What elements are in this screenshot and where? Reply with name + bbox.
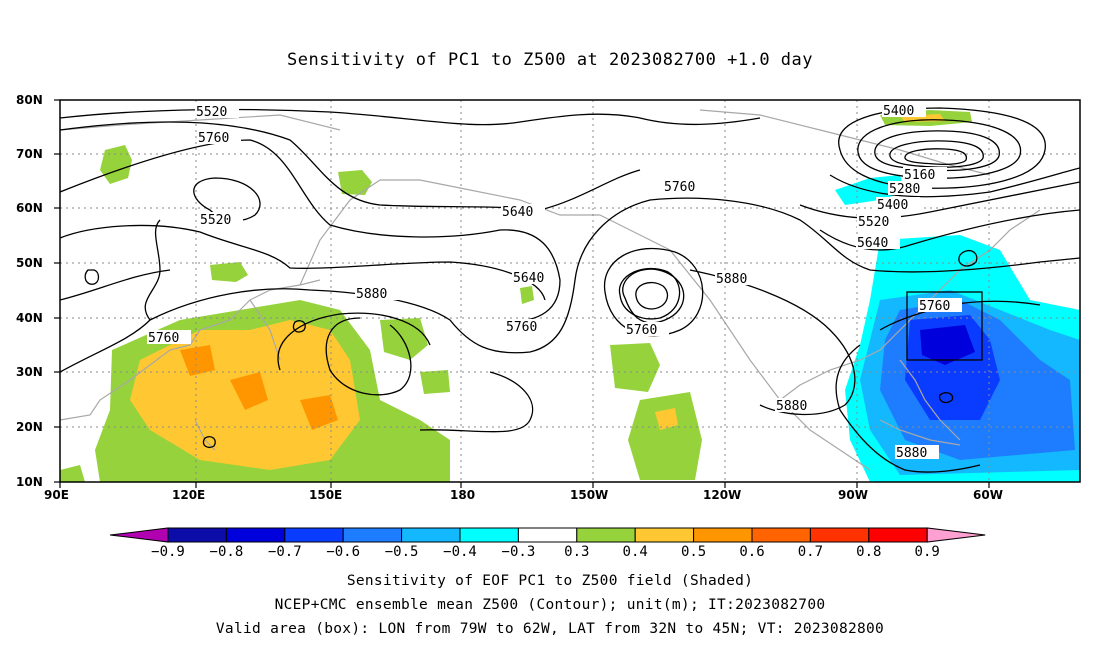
- contour-label: 5520: [196, 105, 227, 120]
- lon-tick-label: 60W: [973, 488, 1003, 502]
- contour-label: 5760: [626, 323, 657, 338]
- lat-tick-label: 80N: [16, 93, 43, 107]
- colorbar-tick-label: −0.9: [151, 544, 185, 560]
- colorbar-segment: [459, 527, 519, 543]
- contour-label: 5520: [858, 215, 889, 230]
- graticule: [60, 100, 1080, 482]
- caption-shading: Sensitivity of EOF PC1 to Z500 field (Sh…: [346, 573, 754, 589]
- caption-contour: NCEP+CMC ensemble mean Z500 (Contour); u…: [274, 597, 826, 613]
- colorbar-low-triangle: [109, 527, 169, 543]
- lat-tick-label: 10N: [16, 475, 43, 489]
- map-title: Sensitivity of PC1 to Z500 at 2023082700…: [286, 50, 813, 70]
- contour-label: 5640: [513, 271, 544, 286]
- negative-sensitivity-shading: [835, 175, 1080, 482]
- positive-sensitivity-shading: [60, 110, 972, 482]
- lon-tick-label: 90W: [838, 488, 868, 502]
- contour-label: 5880: [896, 446, 927, 461]
- contour-label: 5160: [904, 168, 935, 183]
- contour-label: 5400: [877, 198, 908, 213]
- colorbar-tick-label: 0.3: [564, 544, 589, 560]
- colorbar-segment: [401, 527, 461, 543]
- colorbar-tick-label: 0.8: [856, 544, 881, 560]
- colorbar-segment: [342, 527, 403, 543]
- colorbar-segment: [634, 527, 695, 543]
- colorbar-tick-label: −0.7: [268, 544, 302, 560]
- contour-label: 5760: [919, 299, 950, 314]
- caption-valid-area: Valid area (box): LON from 79W to 62W, L…: [215, 621, 885, 637]
- contour-label: 5640: [502, 205, 533, 220]
- colorbar-tick-label: 0.4: [623, 544, 648, 560]
- contour-label: 5400: [883, 104, 914, 119]
- contour-label: 5760: [148, 331, 179, 346]
- coastlines: [60, 109, 1041, 471]
- colorbar-tick-label: −0.6: [326, 544, 360, 560]
- colorbar-segment: [868, 527, 928, 543]
- lon-tick-label: 180: [450, 488, 475, 502]
- valid-area-box: [906, 291, 983, 361]
- colorbar-high-triangle: [926, 527, 986, 543]
- colorbar-segment: [517, 527, 578, 543]
- colorbar-tick-label: −0.3: [502, 544, 536, 560]
- contour-label: 5880: [716, 272, 747, 287]
- lon-tick-label: 150E: [309, 488, 342, 502]
- map-frame: [59, 99, 1081, 483]
- contour-label: 5640: [857, 236, 888, 251]
- longitude-labels: 90E 120E 150E 180 150W 120W 90W 60W: [44, 488, 1003, 502]
- lon-tick-label: 90E: [44, 488, 69, 502]
- contour-label: 5280: [889, 182, 920, 197]
- colorbar-segment: [576, 527, 636, 543]
- colorbar-tick-label: 0.9: [915, 544, 940, 560]
- lat-tick-label: 70N: [16, 147, 43, 161]
- colorbar-tick-label: 0.5: [681, 544, 706, 560]
- colorbar-segment: [809, 527, 870, 543]
- contour-label: 5520: [200, 213, 231, 228]
- colorbar: −0.9 −0.8 −0.7 −0.6 −0.5 −0.4 −0.3 0.3 0.4 0.5 0.6…: [109, 527, 986, 560]
- contour-label: 5880: [776, 399, 807, 414]
- colorbar-segment: [693, 527, 753, 543]
- lat-tick-label: 50N: [16, 256, 43, 270]
- colorbar-segment: [751, 527, 811, 543]
- z500-contours: [60, 107, 1080, 473]
- contour-label: 5760: [506, 320, 537, 335]
- contour-label: 5880: [356, 287, 387, 302]
- colorbar-tick-label: −0.4: [443, 544, 477, 560]
- contour-labels: 5520 5640 5760 5400 5160 5280 5400 5520 …: [147, 103, 962, 461]
- colorbar-segment: [167, 527, 227, 543]
- contour-label: 5760: [198, 131, 229, 146]
- colorbar-tick-label: 0.7: [798, 544, 823, 560]
- colorbar-tick-label: −0.5: [385, 544, 419, 560]
- colorbar-segment: [284, 527, 344, 543]
- latitude-labels: 80N 70N 60N 50N 40N 30N 20N 10N: [16, 93, 43, 489]
- colorbar-tick-label: 0.6: [739, 544, 764, 560]
- contour-label: 5760: [664, 180, 695, 195]
- lat-tick-label: 20N: [16, 420, 43, 434]
- lat-tick-label: 30N: [16, 365, 43, 379]
- tick-marks: [54, 99, 990, 488]
- lon-tick-label: 120E: [172, 488, 205, 502]
- lon-tick-label: 120W: [703, 488, 741, 502]
- colorbar-segment: [225, 527, 286, 543]
- lon-tick-label: 150W: [570, 488, 608, 502]
- colorbar-tick-label: −0.8: [210, 544, 244, 560]
- lat-tick-label: 40N: [16, 311, 43, 325]
- lat-tick-label: 60N: [16, 201, 43, 215]
